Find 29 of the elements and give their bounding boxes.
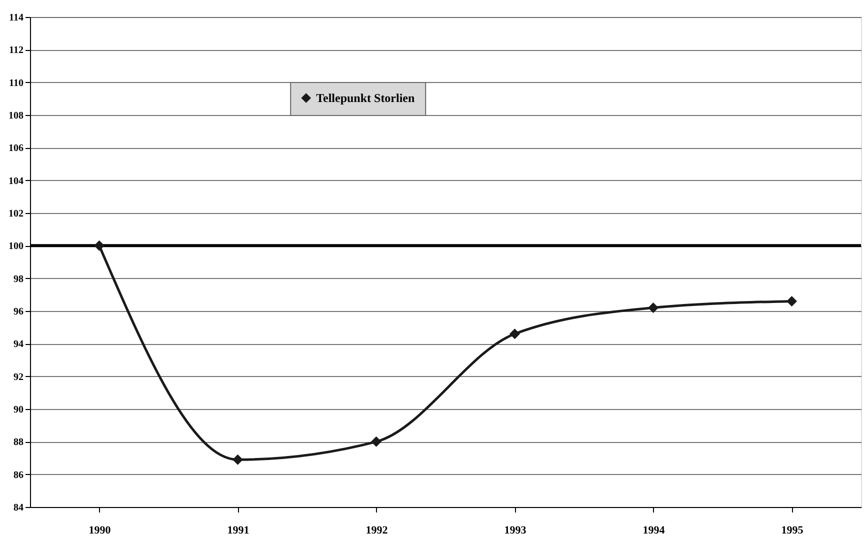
x-tick-label: 1992: [366, 524, 388, 536]
y-tick-label: 104: [8, 176, 24, 187]
y-tick-label: 90: [14, 404, 24, 416]
y-tick-label: 96: [14, 306, 24, 318]
y-tick-label: 108: [8, 110, 24, 122]
y-tick-label: 88: [14, 437, 24, 448]
y-tick-label: 110: [9, 78, 24, 89]
y-tick-label: 112: [9, 45, 24, 56]
y-tick-label: 94: [14, 339, 24, 350]
y-tick-label: 86: [14, 470, 24, 481]
x-tick-label: 1995: [781, 524, 804, 536]
x-tick-label: 1993: [504, 524, 527, 536]
y-tick-label: 84: [14, 502, 24, 514]
legend-label: Tellepunkt Storlien: [316, 91, 416, 105]
point: [232, 454, 243, 465]
point: [786, 296, 797, 306]
point: [371, 436, 382, 447]
point: [94, 240, 104, 251]
y-tick-label: 100: [8, 241, 24, 252]
y-tick-label: 114: [9, 12, 24, 24]
x-tick-label: 1991: [227, 524, 250, 536]
x-tick-label: 1994: [642, 524, 666, 536]
y-tick-label: 98: [14, 274, 24, 285]
point: [648, 302, 658, 313]
x-tick-label: 1990: [88, 524, 112, 536]
y-tick-label: 92: [14, 372, 24, 383]
point: [510, 328, 520, 340]
y-tick-label: 106: [8, 143, 24, 154]
y-tick-label: 102: [8, 208, 24, 220]
